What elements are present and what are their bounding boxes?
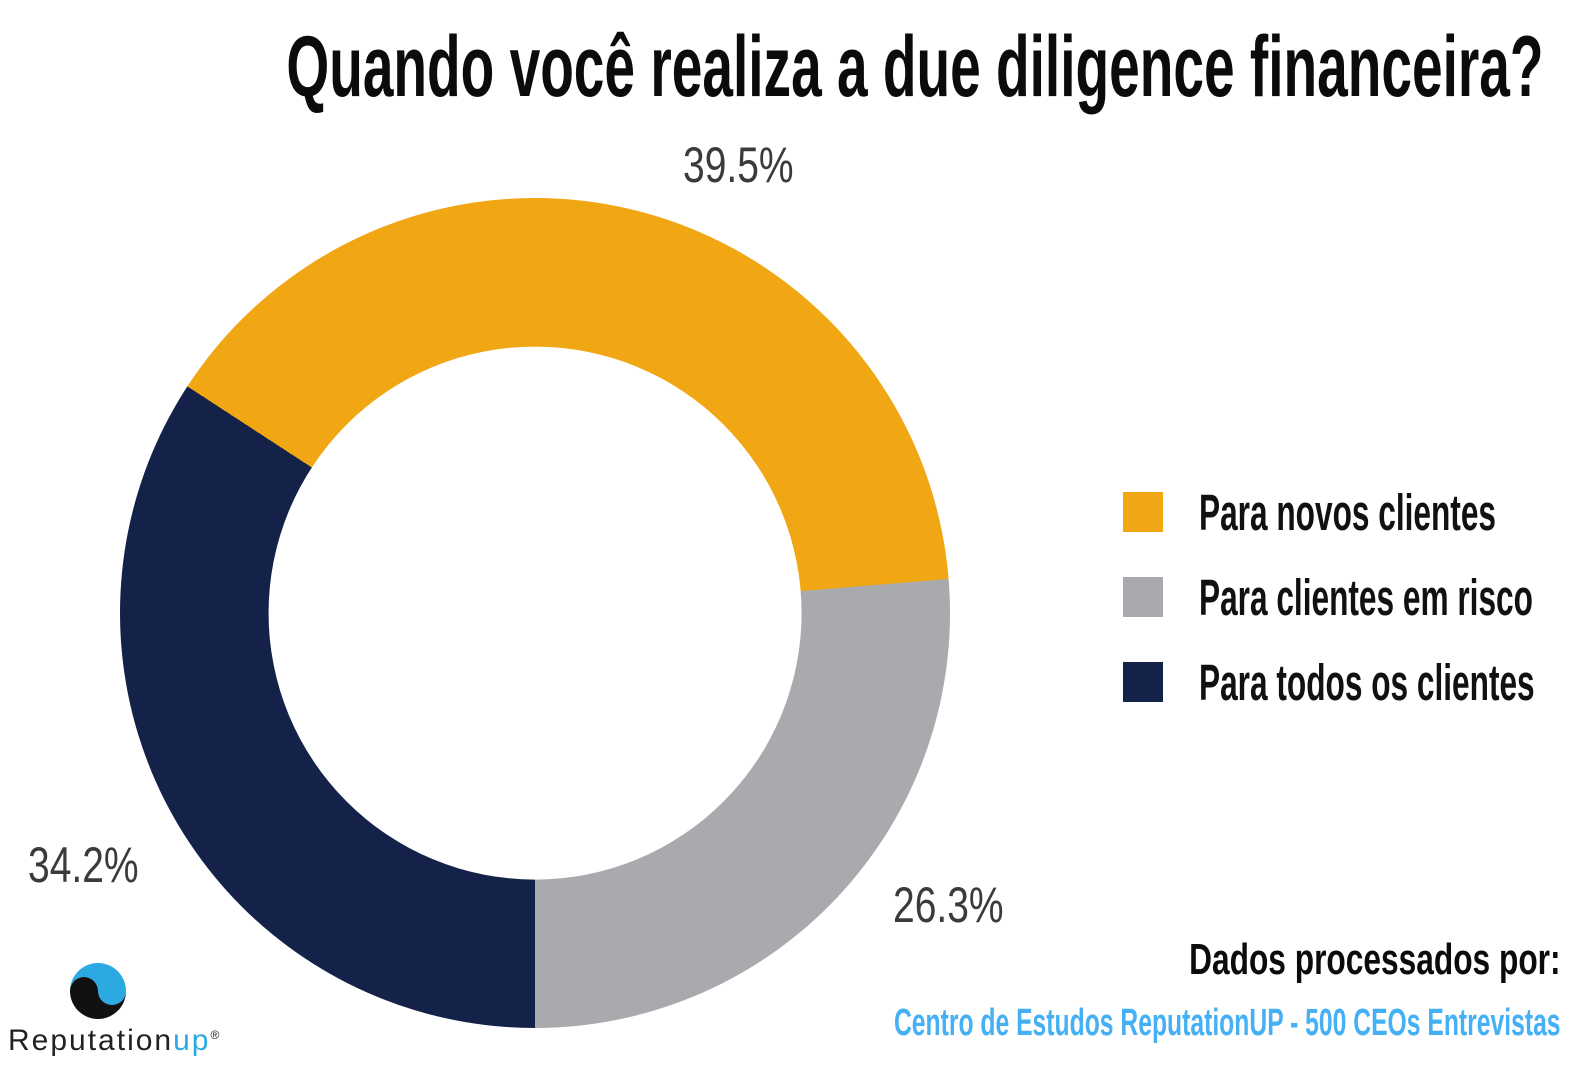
legend-swatch-icon [1123,492,1163,532]
legend-swatch-icon [1123,662,1163,702]
legend-item: Para clientes em risco [1123,572,1591,623]
reputationup-logo-icon [70,963,126,1019]
logo-brand-suffix: up [173,1024,211,1057]
registered-mark: ® [210,1028,222,1042]
data-credits: Dados processados por: Centro de Estudos… [535,935,1561,1044]
data-source-label: Centro de Estudos ReputationUP - 500 CEO… [894,1002,1561,1044]
chart-title: Quando você realiza a due diligence fina… [286,19,1544,115]
processed-by-label: Dados processados por: [1189,935,1561,984]
donut-hole [268,346,802,880]
legend-item: Para novos clientes [1123,487,1591,538]
segment-value-label: 26.3% [893,877,1004,933]
legend-swatch-icon [1123,577,1163,617]
donut-chart [120,198,950,1028]
segment-value-label: 39.5% [683,137,794,193]
reputationup-wordmark: Reputationup® [8,1024,221,1058]
legend-label: Para todos os clientes [1199,653,1535,711]
chart-legend: Para novos clientes Para clientes em ris… [1123,487,1591,747]
legend-item: Para todos os clientes [1123,657,1591,708]
legend-label: Para clientes em risco [1199,568,1533,626]
legend-label: Para novos clientes [1199,483,1497,541]
segment-value-label: 34.2% [28,837,139,893]
logo-brand-text: Reputation [8,1024,174,1057]
